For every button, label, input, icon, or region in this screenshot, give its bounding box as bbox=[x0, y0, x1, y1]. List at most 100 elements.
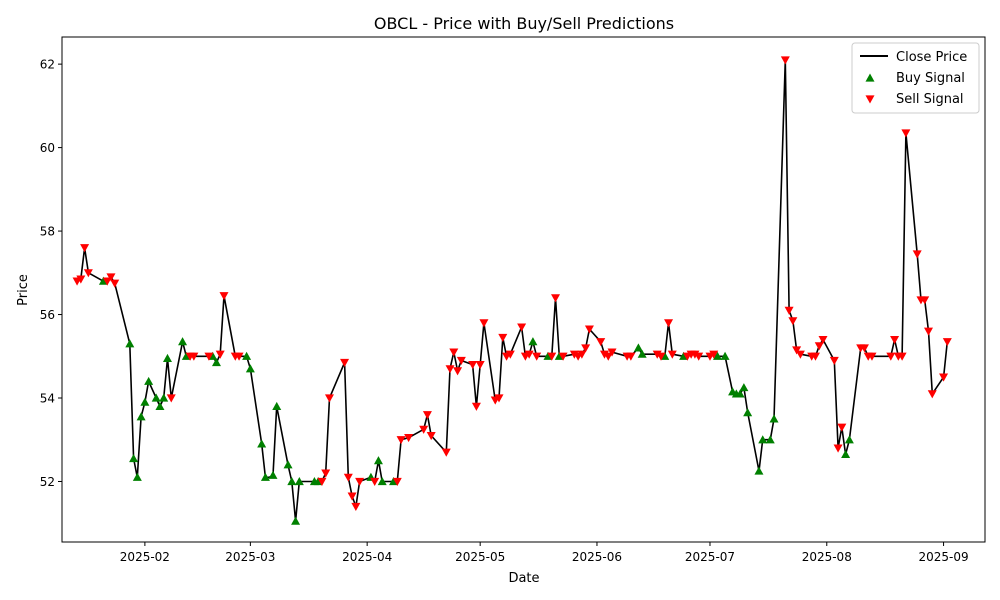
sell-signal-marker bbox=[445, 365, 455, 374]
buy-signal-marker bbox=[713, 351, 723, 360]
y-tick-label: 60 bbox=[40, 141, 55, 155]
sell-signal-marker bbox=[656, 352, 666, 361]
buy-signal-marker bbox=[735, 389, 745, 398]
sell-signal-marker bbox=[449, 348, 459, 357]
sell-signal-marker bbox=[234, 352, 244, 361]
sell-signal-marker bbox=[468, 361, 478, 370]
y-tick-label: 62 bbox=[40, 58, 55, 72]
sell-signal-marker bbox=[494, 394, 504, 403]
sell-signal-marker bbox=[577, 350, 587, 359]
sell-signal-marker bbox=[795, 350, 805, 359]
sell-signal-marker bbox=[102, 277, 112, 286]
buy-signal-marker bbox=[754, 466, 764, 475]
buy-signal-marker bbox=[144, 376, 154, 385]
plot-area bbox=[72, 56, 952, 525]
x-tick-label: 2025-07 bbox=[685, 550, 735, 564]
buy-signal-marker bbox=[272, 401, 282, 410]
buy-signal-marker bbox=[155, 401, 165, 410]
sell-signal-marker bbox=[355, 477, 365, 486]
sell-signal-marker bbox=[392, 477, 402, 486]
chart-title: OBCL - Price with Buy/Sell Predictions bbox=[374, 14, 674, 33]
sell-signal-marker bbox=[780, 56, 790, 65]
y-tick-label: 54 bbox=[40, 392, 55, 406]
sell-signal-marker bbox=[942, 338, 952, 347]
sell-signal-marker bbox=[80, 244, 90, 253]
legend-label: Close Price bbox=[896, 50, 967, 65]
buy-signal-marker bbox=[245, 364, 255, 373]
sell-signal-marker bbox=[317, 477, 327, 486]
sell-signal-marker bbox=[596, 338, 606, 347]
x-tick-label: 2025-02 bbox=[120, 550, 170, 564]
y-tick-label: 52 bbox=[40, 475, 55, 489]
x-tick-label: 2025-06 bbox=[572, 550, 622, 564]
sell-signal-marker bbox=[690, 350, 700, 359]
sell-signal-marker bbox=[607, 348, 617, 357]
sell-signal-marker bbox=[784, 306, 794, 315]
y-tick-label: 58 bbox=[40, 225, 55, 239]
buy-signal-marker bbox=[257, 439, 267, 448]
sell-signal-marker bbox=[166, 394, 176, 403]
buy-signal-marker bbox=[844, 435, 854, 444]
x-tick-label: 2025-09 bbox=[918, 550, 968, 564]
sell-signal-marker bbox=[792, 346, 802, 355]
sell-signal-marker bbox=[890, 335, 900, 345]
sell-signal-marker bbox=[599, 350, 609, 359]
sell-signal-marker bbox=[810, 352, 820, 361]
buy-signal-marker bbox=[260, 472, 270, 481]
sell-signal-marker bbox=[524, 350, 534, 359]
sell-signal-marker bbox=[912, 250, 922, 259]
sell-signal-marker bbox=[189, 352, 199, 361]
buy-signal-marker bbox=[743, 408, 753, 417]
sell-signal-marker bbox=[558, 352, 568, 361]
sell-signal-marker bbox=[626, 352, 636, 361]
buy-signal-marker bbox=[125, 339, 135, 348]
sell-signal-marker bbox=[667, 350, 677, 359]
sell-signal-marker bbox=[324, 394, 334, 403]
sell-signal-marker bbox=[479, 319, 489, 328]
buy-signal-marker bbox=[178, 337, 188, 346]
buy-signal-marker bbox=[129, 454, 139, 463]
buy-signal-marker bbox=[159, 393, 169, 402]
buy-signal-marker bbox=[162, 353, 172, 362]
sell-signal-marker bbox=[818, 335, 828, 345]
x-tick-label: 2025-03 bbox=[225, 550, 275, 564]
legend-box bbox=[851, 42, 980, 114]
sell-signal-marker bbox=[833, 444, 843, 453]
buy-signal-marker bbox=[132, 472, 142, 481]
sell-signal-marker bbox=[441, 448, 451, 457]
sell-signal-marker bbox=[76, 275, 86, 284]
buy-signal-marker bbox=[765, 435, 775, 444]
sell-signal-marker bbox=[426, 431, 436, 441]
sell-signal-marker bbox=[569, 350, 579, 359]
sell-signal-marker bbox=[505, 350, 515, 359]
sell-signal-marker bbox=[532, 352, 542, 361]
sell-signal-marker bbox=[652, 350, 662, 359]
buy-signal-marker bbox=[151, 393, 161, 402]
buy-signal-marker bbox=[377, 476, 387, 486]
sell-signal-marker bbox=[396, 436, 406, 445]
sell-signal-marker bbox=[422, 411, 432, 420]
buy-signal-marker bbox=[373, 456, 383, 465]
sell-signal-marker bbox=[581, 344, 591, 353]
sell-signal-marker bbox=[110, 279, 120, 288]
sell-signal-marker bbox=[83, 269, 93, 278]
sell-signal-marker bbox=[829, 356, 839, 365]
buy-signal-marker bbox=[720, 351, 730, 360]
sell-signal-marker bbox=[475, 361, 485, 370]
sell-signal-marker bbox=[471, 402, 481, 411]
sell-signal-marker bbox=[106, 273, 116, 282]
sell-signal-marker bbox=[814, 342, 824, 351]
x-tick-label: 2025-04 bbox=[342, 550, 392, 564]
buy-signal-marker bbox=[287, 476, 297, 486]
sell-signal-marker bbox=[788, 317, 798, 326]
buy-signal-marker bbox=[739, 383, 749, 392]
sell-signal-marker bbox=[204, 352, 214, 361]
y-axis: 52 54 56 58 60 62 bbox=[40, 58, 62, 489]
sell-signal-marker bbox=[584, 325, 594, 334]
sell-signal-marker bbox=[694, 352, 704, 361]
sell-signal-marker bbox=[456, 356, 466, 365]
sell-signal-marker bbox=[867, 352, 877, 361]
buy-signal-marker bbox=[637, 349, 647, 358]
buy-signal-marker bbox=[633, 343, 643, 352]
y-axis-label: Price bbox=[16, 274, 31, 306]
